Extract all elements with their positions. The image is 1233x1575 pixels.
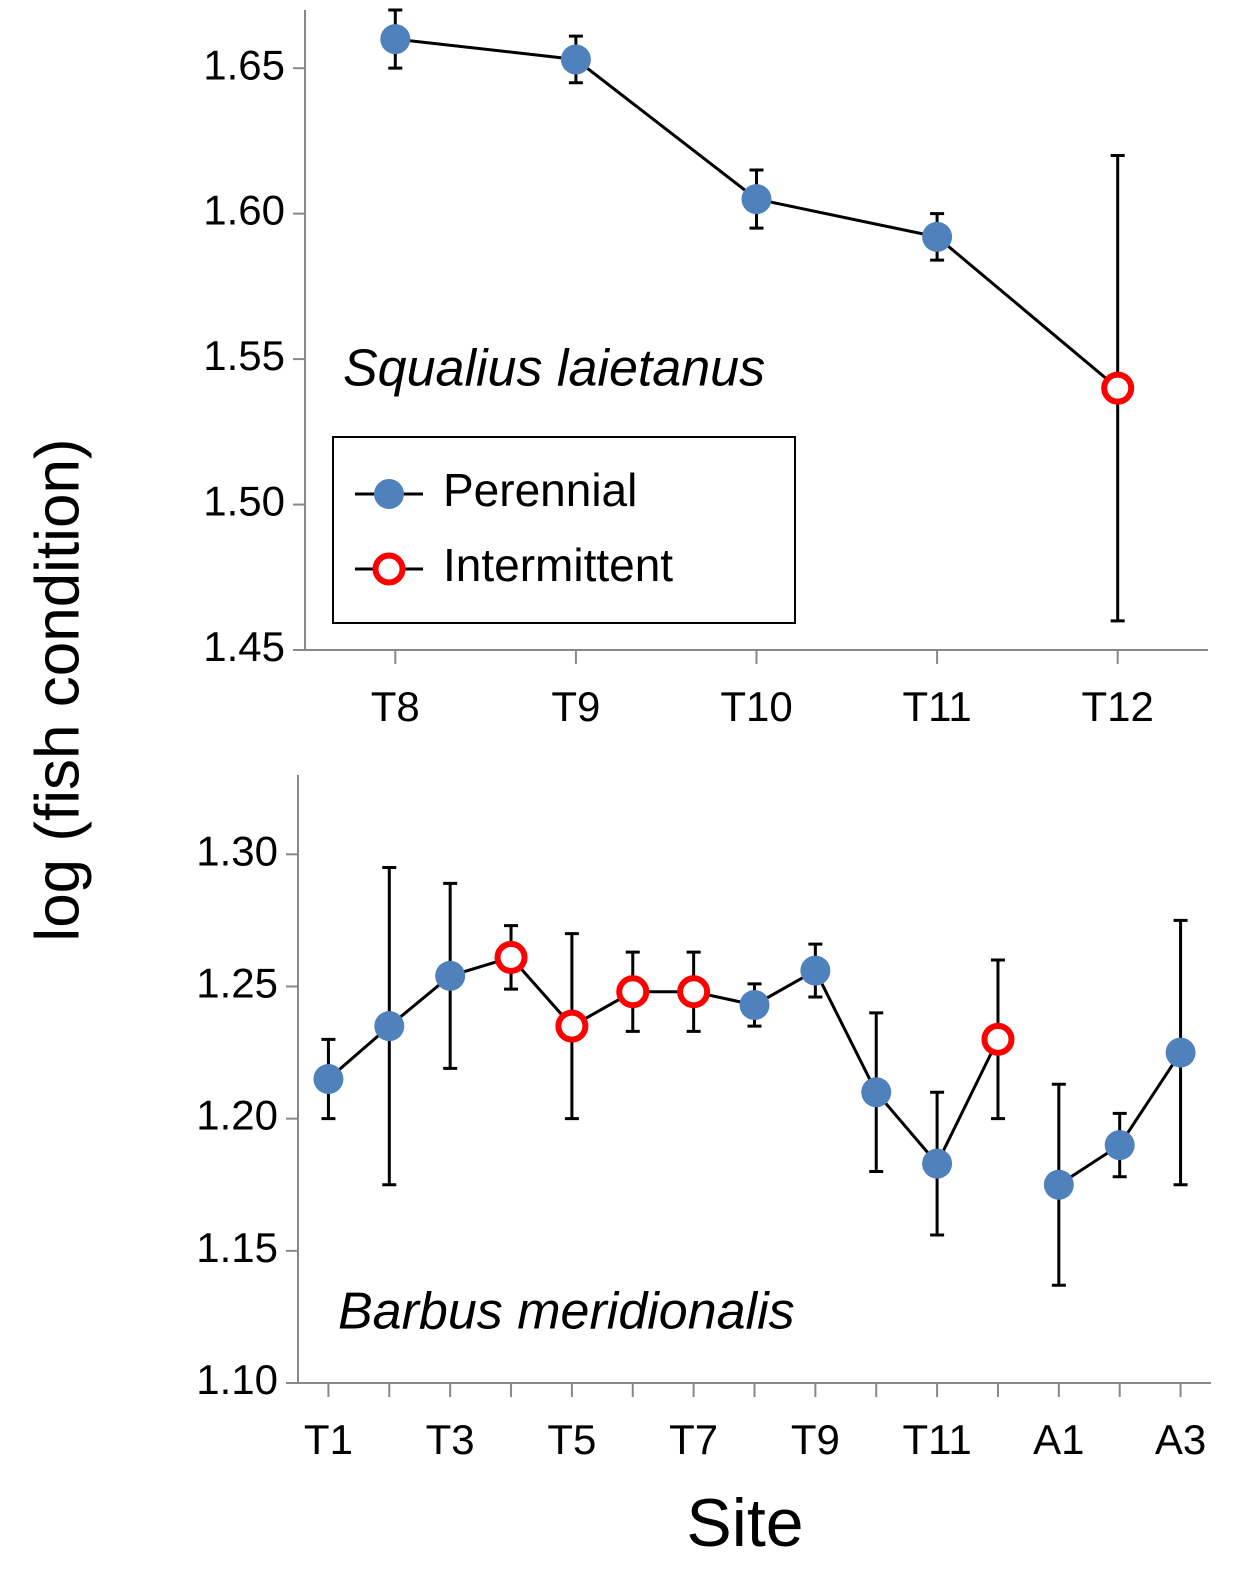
marker: [380, 24, 411, 55]
marker: [435, 960, 466, 991]
marker: [861, 1077, 892, 1108]
marker: [555, 1009, 589, 1043]
y-tick-label: 1.10: [196, 1356, 278, 1403]
y-tick-label: 1.15: [196, 1224, 278, 1271]
marker: [741, 184, 772, 215]
marker: [922, 221, 953, 252]
data-line: [327, 955, 1000, 1167]
x-tick-label: T10: [720, 683, 792, 730]
y-tick-label: 1.30: [196, 827, 278, 874]
y-tick-label: 1.45: [203, 623, 285, 670]
marker: [1043, 1169, 1074, 1200]
marker: [1101, 371, 1135, 405]
marker: [677, 975, 711, 1009]
legend-label: Intermittent: [443, 539, 673, 591]
y-tick-label: 1.25: [196, 960, 278, 1007]
legend-marker: [372, 552, 406, 586]
x-tick-label: T11: [902, 1416, 971, 1463]
y-tick-label: 1.60: [203, 187, 285, 234]
legend-box: [332, 436, 796, 624]
y-axis-label: log (fish condition): [23, 438, 92, 941]
annotation: Barbus meridionalis: [338, 1283, 795, 1341]
annotation: Squalius laietanus: [343, 340, 765, 398]
legend-label: Perennial: [443, 464, 637, 516]
y-tick-label: 1.20: [196, 1092, 278, 1139]
marker: [922, 1148, 953, 1179]
marker: [313, 1064, 344, 1094]
marker: [1165, 1037, 1196, 1068]
x-tick-label: T11: [902, 683, 971, 730]
y-tick-label: 1.55: [203, 332, 285, 379]
legend-marker: [374, 479, 404, 509]
x-tick-label: A3: [1155, 1416, 1206, 1463]
marker: [981, 1022, 1015, 1056]
x-axis-label: Site: [686, 1485, 803, 1561]
x-tick-label: T5: [547, 1416, 596, 1463]
x-tick-label: T9: [551, 683, 600, 730]
x-tick-label: T12: [1082, 683, 1154, 730]
y-tick-label: 1.50: [203, 478, 285, 525]
marker: [739, 989, 770, 1020]
x-tick-label: T8: [371, 683, 420, 730]
marker: [1104, 1130, 1135, 1161]
marker: [560, 44, 591, 75]
marker: [374, 1011, 405, 1042]
x-tick-label: T9: [791, 1416, 840, 1463]
marker: [494, 940, 528, 974]
marker: [800, 955, 831, 986]
x-tick-label: T7: [669, 1416, 718, 1463]
x-tick-label: T1: [304, 1416, 353, 1463]
marker: [616, 975, 650, 1009]
x-tick-label: A1: [1033, 1416, 1084, 1463]
y-tick-label: 1.65: [203, 41, 285, 88]
x-tick-label: T3: [426, 1416, 475, 1463]
